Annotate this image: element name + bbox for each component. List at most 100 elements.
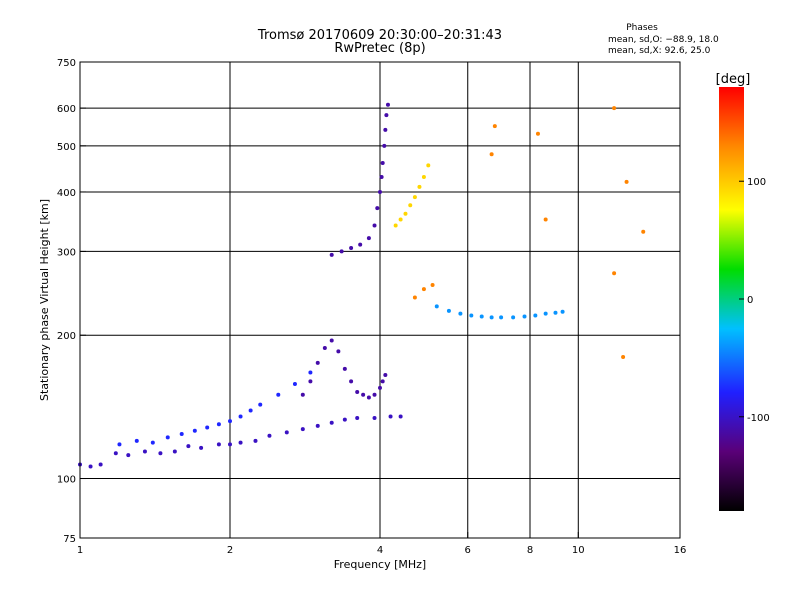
- data-point: E-layer X-mode: 1.9 MHz, 130 km: [216, 422, 221, 427]
- data-point: E-layer O-mode: 1.65 MHz, 117 km: [186, 444, 191, 449]
- data-point: F2 O-mode: 3.5 MHz, 305 km: [349, 246, 354, 251]
- data-point: E-layer X-mode: 2.2 MHz, 139 km: [248, 408, 253, 413]
- data-point: Second hop: 8.6 MHz, 222 km: [543, 311, 548, 316]
- data-point: Second hop: 7.4 MHz, 218 km: [511, 315, 516, 320]
- y-axis-label: Stationary phase Virtual Height [km]: [38, 199, 51, 401]
- chart-title: Tromsø 20170609 20:30:00–20:31:43: [257, 28, 502, 43]
- data-point: E-layer X-mode: 2.5 MHz, 150 km: [276, 392, 281, 397]
- x-tick-label: 8: [527, 545, 533, 556]
- data-point: Second hop: 5.8 MHz, 222 km: [458, 311, 463, 316]
- data-point: E-layer O-mode: 2.8 MHz, 127 km: [300, 427, 305, 432]
- data-point: F2 X-mode: 4.5 MHz, 360 km: [403, 211, 408, 216]
- data-point: F-layer O-mode lower: 2.9 MHz, 160 km: [308, 379, 313, 384]
- data-point: E-layer X-mode: 1.5 MHz, 122 km: [165, 435, 170, 440]
- data-point: Scattered echoes: 11.8 MHz, 600 km: [612, 106, 617, 111]
- data-point: F-layer O-mode lower: 3.2 MHz, 195 km: [329, 338, 334, 343]
- data-point: F-layer O-mode lower: 4 MHz, 155 km: [378, 385, 382, 390]
- y-tick-label: 400: [57, 188, 76, 199]
- data-point: F2 X-mode: 4.6 MHz, 375 km: [408, 203, 413, 208]
- data-point: F2 O-mode: 4.1 MHz, 540 km: [383, 127, 388, 132]
- data-point: Scattered echoes: 11.8 MHz, 270 km: [612, 271, 617, 276]
- data-point: E-layer O-mode: 3.9 MHz, 134 km: [372, 416, 377, 421]
- data-point: F-layer O-mode lower: 3.9 MHz, 150 km: [372, 392, 377, 397]
- data-point: E-layer X-mode: 1.3 MHz, 120 km: [134, 438, 139, 443]
- data-point: Scattered echoes: 4.7 MHz, 240 km: [412, 295, 417, 300]
- data-point: F2 O-mode: 3.8 MHz, 320 km: [366, 236, 371, 241]
- data-point: F2 O-mode: 3.9 MHz, 340 km: [372, 223, 377, 228]
- colorbar-label: [deg]: [716, 72, 751, 87]
- data-point: E-layer X-mode: 2.3 MHz, 143 km: [258, 402, 263, 407]
- data-point: F2 X-mode: 5 MHz, 455 km: [426, 163, 431, 168]
- data-point: E-layer O-mode: 1.75 MHz, 116 km: [199, 445, 204, 450]
- data-point: F2 O-mode: 4.08 MHz, 500 km: [382, 143, 387, 148]
- data-point: E-layer X-mode: 1.8 MHz, 128 km: [205, 425, 210, 430]
- data-point: E-layer O-mode: 1.35 MHz, 114 km: [142, 449, 147, 454]
- data-point: Second hop: 8.2 MHz, 220 km: [533, 313, 538, 318]
- data-point: Second hop: 7.8 MHz, 219 km: [522, 314, 527, 319]
- data-point: E-layer O-mode: 3.6 MHz, 134 km: [355, 416, 360, 421]
- data-point: E-layer O-mode: 4.4 MHz, 135 km: [398, 414, 403, 419]
- data-point: E-layer X-mode: 2 MHz, 132 km: [228, 419, 232, 424]
- data-point: E-layer O-mode: 1.9 MHz, 118 km: [216, 442, 221, 447]
- colorbar-tick-label: -100: [747, 413, 770, 424]
- data-point: E-layer X-mode: 2.9 MHz, 167 km: [308, 370, 313, 375]
- data-point: Second hop: 5.2 MHz, 230 km: [434, 304, 439, 309]
- data-point: E-layer X-mode: 2.1 MHz, 135 km: [238, 414, 243, 419]
- data-point: F2 X-mode: 4.9 MHz, 430 km: [421, 174, 426, 179]
- data-point: E-layer O-mode: 1.45 MHz, 113 km: [158, 451, 163, 456]
- data-point: E-layer O-mode: 2.1 MHz, 119 km: [238, 440, 243, 445]
- data-point: Second hop: 6.4 MHz, 219 km: [479, 314, 484, 319]
- data-point: Scattered echoes: 8.3 MHz, 530 km: [535, 131, 540, 136]
- data-point: E-layer O-mode: 3.2 MHz, 131 km: [329, 420, 334, 425]
- data-point: F-layer O-mode lower: 3 MHz, 175 km: [315, 360, 320, 365]
- y-tick-label: 200: [57, 331, 76, 342]
- colorbar-ticks: -100 0 100: [739, 177, 770, 424]
- data-point: E-layer X-mode: 1.7 MHz, 126 km: [192, 428, 197, 433]
- data-point: F2 O-mode: 4.12 MHz, 580 km: [384, 113, 389, 118]
- stats-heading: Phases: [626, 23, 658, 33]
- data-point: E-layer O-mode: 3.4 MHz, 133 km: [342, 417, 347, 422]
- data-point: E-layer X-mode: 1.4 MHz, 119 km: [150, 440, 155, 445]
- y-tick-label: 75: [63, 534, 76, 545]
- data-point: F2 O-mode: 3.35 MHz, 300 km: [339, 249, 344, 254]
- data-point: F2 X-mode: 4.8 MHz, 410 km: [417, 184, 422, 189]
- x-tick-label: 16: [674, 545, 687, 556]
- data-point: F-layer O-mode lower: 4.1 MHz, 165 km: [383, 373, 388, 378]
- x-tick-label: 10: [572, 545, 585, 556]
- grid-lines: [80, 62, 680, 538]
- data-point: F2 O-mode: 4.03 MHz, 430 km: [379, 174, 384, 179]
- data-point: E-layer O-mode: 1.18 MHz, 113 km: [113, 451, 118, 456]
- chart-subtitle: RwPretec (8p): [334, 41, 425, 56]
- colorbar-tick-label: 100: [747, 177, 766, 188]
- data-point: F2 O-mode: 3.2 MHz, 295 km: [329, 252, 334, 257]
- data-point: Scattered echoes: 12.5 MHz, 420 km: [624, 179, 629, 184]
- y-tick-label: 500: [57, 142, 76, 153]
- data-point: E-layer O-mode: 2.25 MHz, 120 km: [253, 438, 258, 443]
- data-point: F2 O-mode: 4.15 MHz, 610 km: [385, 102, 390, 107]
- data-point: F2 X-mode: 4.4 MHz, 350 km: [398, 217, 403, 222]
- data-point: Scattered echoes: 8.6 MHz, 350 km: [543, 217, 548, 222]
- data-point: E-layer X-mode: 1.2 MHz, 118 km: [117, 442, 122, 447]
- data-point: Second hop: 6.1 MHz, 220 km: [469, 313, 474, 318]
- x-tick-label: 1: [77, 545, 83, 556]
- data-point: F2 O-mode: 3.95 MHz, 370 km: [375, 206, 380, 211]
- data-point: E-layer O-mode: 2.4 MHz, 123 km: [267, 433, 272, 438]
- data-points: E-layer O-mode: 1 MHz, 107 kmE-layer O-m…: [78, 102, 646, 469]
- stats-o-mode: mean, sd,O: −88.9, 18.0: [608, 35, 719, 45]
- data-point: Scattered echoes: 4.9 MHz, 250 km: [421, 287, 426, 292]
- data-point: E-layer O-mode: 1.1 MHz, 107 km: [98, 462, 103, 467]
- data-point: F-layer O-mode lower: 3.8 MHz, 148 km: [366, 395, 371, 400]
- data-point: Second hop: 9.3 MHz, 224 km: [560, 309, 565, 314]
- data-point: E-layer O-mode: 4.2 MHz, 135 km: [388, 414, 393, 419]
- y-tick-label: 100: [57, 475, 76, 486]
- data-point: F2 O-mode: 3.65 MHz, 310 km: [358, 242, 363, 247]
- x-axis-label: Frequency [MHz]: [334, 558, 426, 571]
- data-point: E-layer O-mode: 1.55 MHz, 114 km: [172, 449, 177, 454]
- data-point: F2 X-mode: 4.7 MHz, 390 km: [412, 195, 417, 200]
- data-point: F-layer O-mode lower: 3.1 MHz, 188 km: [322, 346, 327, 351]
- data-point: Second hop: 9 MHz, 223 km: [553, 310, 558, 315]
- y-tick-label: 300: [57, 247, 76, 258]
- data-point: E-layer X-mode: 2.7 MHz, 158 km: [292, 381, 297, 386]
- x-tick-label: 4: [377, 545, 383, 556]
